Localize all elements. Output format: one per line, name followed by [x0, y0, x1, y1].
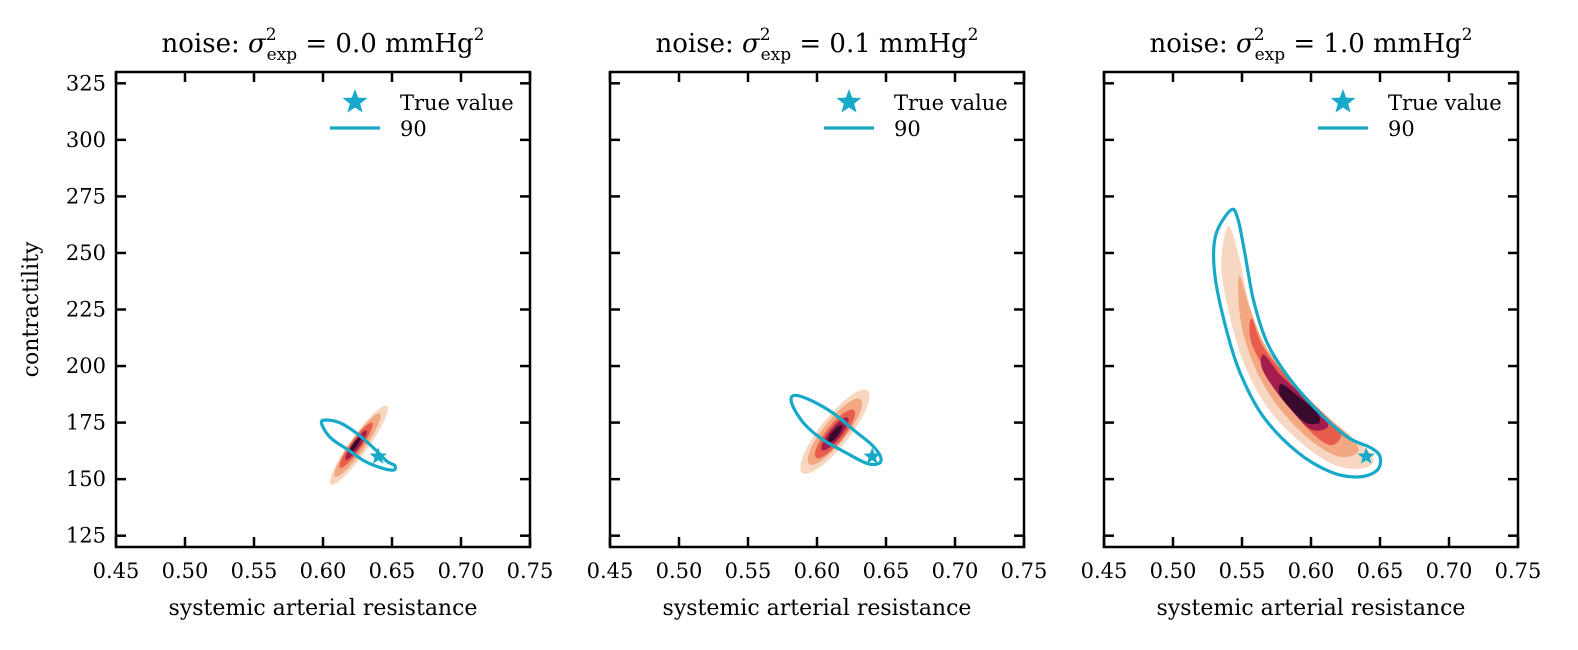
x-tick-label: 0.70 — [438, 559, 485, 583]
chart-title-prefix: noise: — [162, 29, 248, 59]
chart-title-prefix: noise: — [656, 29, 742, 59]
y-tick-label: 275 — [66, 184, 106, 208]
chart-title-sup: 2 — [266, 25, 277, 45]
legend-star-icon — [342, 89, 368, 113]
y-tick-label: 175 — [66, 411, 106, 435]
chart-title-sub: exp — [1255, 45, 1286, 65]
true-value-marker — [863, 447, 881, 464]
plot-frame — [114, 70, 532, 549]
plot-area — [789, 389, 883, 474]
density-level-5 — [348, 437, 361, 454]
chart-title-unit-sup: 2 — [474, 25, 485, 45]
subplot-1: 0.45 0.50 0.55 0.60 0.65 0.70 0.75 125 150 175 200… — [19, 25, 553, 621]
chart-title-mid: = 0.0 mmHg — [297, 29, 474, 59]
hdr-90-contour — [319, 418, 398, 472]
hdr-90-contour — [1211, 207, 1383, 479]
x-tick-label: 0.50 — [656, 559, 703, 583]
chart-title-symbol: σ — [248, 29, 267, 59]
y-tick-label: 200 — [66, 354, 106, 378]
x-tick-label: 0.60 — [300, 559, 347, 583]
legend-label-90: 90 — [400, 117, 427, 141]
x-tick-label: 0.60 — [1288, 559, 1335, 583]
x-tick-label: 0.75 — [1001, 559, 1048, 583]
chart-title-mid: = 1.0 mmHg — [1285, 29, 1462, 59]
chart-title: noise: σ2 exp = 0.1 mmHg2 — [656, 25, 979, 65]
subplot-3: 0.45 0.50 0.55 0.60 0.65 0.70 0.75 systemic art… — [1081, 25, 1542, 621]
x-tick-label: 0.70 — [1426, 559, 1473, 583]
legend-star-icon — [836, 89, 862, 113]
chart-title-prefix: noise: — [1150, 29, 1236, 59]
chart-title-sup: 2 — [760, 25, 771, 45]
x-tick-label: 0.65 — [1357, 559, 1404, 583]
subplot-2: 0.45 0.50 0.55 0.60 0.65 0.70 0.75 systemic art… — [587, 25, 1048, 621]
chart-title: noise: σ2 exp = 1.0 mmHg2 — [1150, 25, 1473, 65]
density-level-5 — [1278, 384, 1321, 425]
chart-title-symbol: σ — [742, 29, 761, 59]
plot-frame — [1102, 70, 1520, 549]
x-tick-label: 0.55 — [231, 559, 278, 583]
chart-title-unit-sup: 2 — [1462, 25, 1473, 45]
y-axis-label: contractility — [19, 241, 44, 377]
x-tick-label: 0.65 — [863, 559, 910, 583]
x-tick-label: 0.45 — [93, 559, 140, 583]
density-level-1 — [1221, 225, 1374, 469]
true-value-marker — [1357, 447, 1375, 464]
hdr-90-contour — [789, 393, 883, 467]
x-tick-label: 0.50 — [1150, 559, 1197, 583]
plot-area — [1211, 207, 1383, 479]
y-tick-label: 325 — [66, 71, 106, 95]
chart-title-sup: 2 — [1254, 25, 1265, 45]
x-tick-label: 0.65 — [369, 559, 416, 583]
x-tick-label: 0.55 — [725, 559, 772, 583]
chart-title-sub: exp — [267, 45, 298, 65]
x-tick-label: 0.50 — [162, 559, 209, 583]
legend-label-true-value: True value — [400, 91, 514, 115]
y-tick-label: 125 — [66, 524, 106, 548]
y-tick-label: 150 — [66, 467, 106, 491]
legend-label-true-value: True value — [1388, 91, 1502, 115]
y-tick-label: 250 — [66, 241, 106, 265]
plot-area — [319, 405, 398, 485]
legend-label-true-value: True value — [894, 91, 1008, 115]
chart-title-unit-sup: 2 — [968, 25, 979, 45]
y-tick-label: 300 — [66, 128, 106, 152]
x-axis-label: systemic arterial resistance — [1157, 596, 1466, 621]
x-tick-label: 0.60 — [794, 559, 841, 583]
chart-title-symbol: σ — [1236, 29, 1255, 59]
legend-star-icon — [1330, 89, 1356, 113]
y-tick-label: 225 — [66, 298, 106, 322]
x-tick-label: 0.55 — [1219, 559, 1266, 583]
x-tick-label: 0.70 — [932, 559, 979, 583]
legend-label-90: 90 — [894, 117, 921, 141]
x-tick-label: 0.75 — [1495, 559, 1542, 583]
x-axis-label: systemic arterial resistance — [169, 596, 478, 621]
x-tick-label: 0.45 — [587, 559, 634, 583]
chart-title-sub: exp — [761, 45, 792, 65]
chart-title-mid: = 0.1 mmHg — [791, 29, 968, 59]
density-level-5 — [827, 425, 843, 443]
x-tick-label: 0.75 — [507, 559, 554, 583]
plot-frame — [608, 70, 1026, 549]
true-value-marker — [369, 447, 387, 464]
x-tick-label: 0.45 — [1081, 559, 1128, 583]
chart-title: noise: σ2 exp = 0.0 mmHg2 — [162, 25, 485, 65]
legend-label-90: 90 — [1388, 117, 1415, 141]
x-axis-label: systemic arterial resistance — [663, 596, 972, 621]
